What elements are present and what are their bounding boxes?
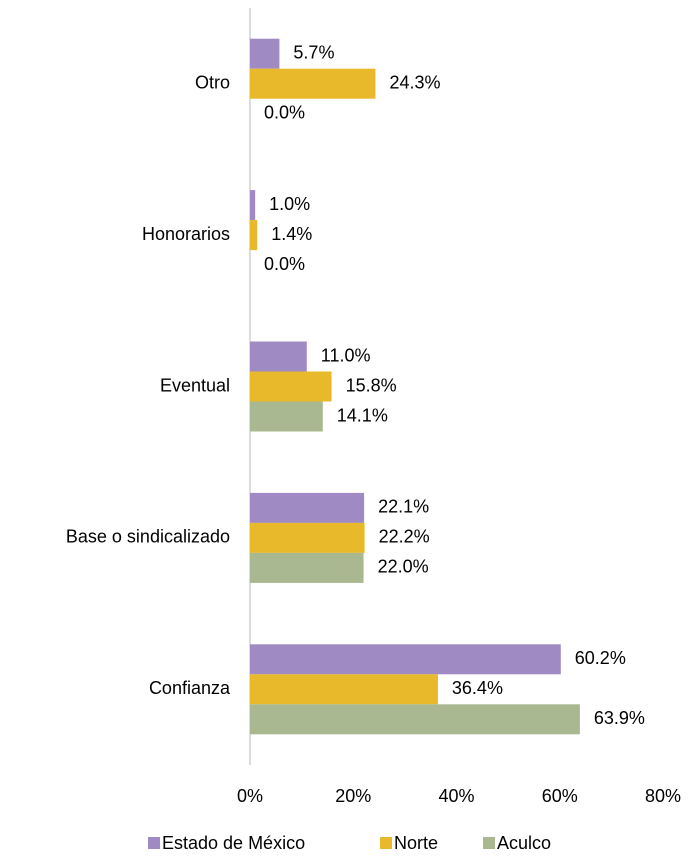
value-label: 22.2% <box>379 527 430 547</box>
bar <box>250 38 280 69</box>
value-label: 14.1% <box>337 405 388 425</box>
value-label: 1.0% <box>269 194 310 214</box>
legend-label: Estado de México <box>162 833 305 853</box>
bar <box>250 522 365 553</box>
value-label: 24.3% <box>389 72 440 92</box>
value-label: 22.0% <box>378 557 429 577</box>
legend-label: Norte <box>394 833 438 853</box>
x-tick-label: 0% <box>237 786 263 806</box>
value-label: 0.0% <box>264 254 305 274</box>
value-label: 63.9% <box>594 708 645 728</box>
y-tick-label: Confianza <box>149 678 231 698</box>
bar <box>250 401 323 432</box>
bar <box>250 220 258 251</box>
value-label: 15.8% <box>346 375 397 395</box>
bar <box>250 371 332 402</box>
y-tick-label: Honorarios <box>142 224 230 244</box>
x-tick-label: 40% <box>438 786 474 806</box>
value-label: 5.7% <box>293 42 334 62</box>
bar <box>250 190 256 221</box>
bar <box>250 674 438 705</box>
y-tick-label: Eventual <box>160 375 230 395</box>
legend-label: Aculco <box>497 833 551 853</box>
x-tick-label: 80% <box>645 786 681 806</box>
bar <box>250 492 365 523</box>
bar <box>250 704 580 735</box>
x-tick-label: 60% <box>542 786 578 806</box>
legend-swatch <box>380 837 392 849</box>
y-tick-label: Base o sindicalizado <box>66 527 230 547</box>
y-tick-label: Otro <box>195 72 230 92</box>
value-label: 0.0% <box>264 102 305 122</box>
bar <box>250 68 376 99</box>
legend-swatch <box>148 837 160 849</box>
bar <box>250 552 364 583</box>
bar <box>250 644 561 675</box>
value-label: 36.4% <box>452 678 503 698</box>
value-label: 60.2% <box>575 648 626 668</box>
value-label: 11.0% <box>321 345 371 365</box>
x-tick-label: 20% <box>335 786 371 806</box>
value-label: 1.4% <box>271 224 312 244</box>
legend-swatch <box>483 837 495 849</box>
bar <box>250 341 307 372</box>
value-label: 22.1% <box>378 497 429 517</box>
